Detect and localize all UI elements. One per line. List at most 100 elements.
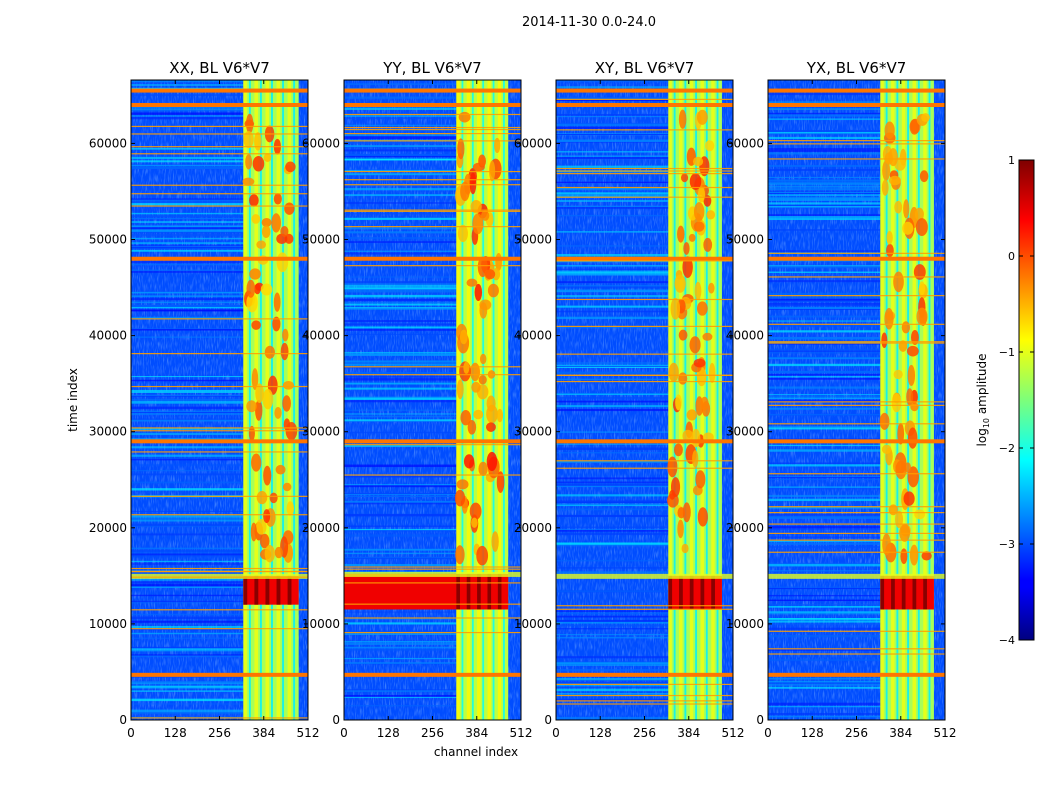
background-streak — [556, 228, 669, 230]
band-blob — [674, 274, 686, 293]
background-streak — [344, 154, 457, 156]
background-streak — [556, 192, 669, 195]
flagged-thin-row — [556, 196, 733, 198]
background-streak — [768, 188, 881, 191]
background-streak — [344, 557, 457, 559]
background-streak — [768, 214, 881, 216]
band-blob — [673, 443, 683, 457]
background-streak — [556, 688, 669, 692]
background-streak — [556, 316, 669, 320]
background-streak — [768, 395, 881, 397]
band-blob — [693, 221, 705, 232]
background-streak — [344, 145, 457, 148]
background-streak — [131, 515, 244, 518]
flagged-thin-row — [131, 353, 308, 355]
x-tick-label: 256 — [633, 726, 656, 740]
background-streak — [556, 200, 669, 202]
background-streak — [768, 464, 881, 467]
band-blob — [456, 379, 464, 400]
band-blob — [477, 256, 488, 278]
background-streak — [556, 245, 669, 247]
background-streak — [344, 376, 457, 378]
background-streak — [131, 432, 244, 436]
colorbar-label: log10 amplitude — [975, 354, 991, 447]
band-blob — [255, 400, 263, 421]
background-streak — [344, 618, 457, 620]
background-streak — [344, 287, 457, 291]
background-streak — [344, 640, 457, 643]
band-blob — [703, 195, 712, 207]
background-streak — [131, 269, 244, 272]
band-blob — [901, 321, 911, 334]
flagged-thin-row — [344, 617, 521, 619]
rfi-event-core — [679, 575, 683, 610]
background-streak — [768, 506, 881, 509]
band-blob — [262, 389, 274, 410]
background-streak — [556, 681, 669, 684]
band-blob — [907, 427, 918, 449]
flagged-thin-row — [556, 298, 733, 301]
background-streak — [768, 349, 881, 351]
flagged-thin-row — [131, 125, 308, 128]
background-streak — [768, 363, 881, 367]
background-streak — [768, 198, 881, 201]
background-streak — [131, 549, 244, 552]
band-blob — [677, 225, 685, 243]
background-streak — [131, 233, 244, 237]
panel-yx: YX, BL V6*V7 0 128 256 384 512 0 10000 20000 3000… — [726, 59, 957, 740]
band-blob — [249, 194, 259, 207]
y-tick-label: 50000 — [514, 233, 552, 247]
flagged-thin-row — [768, 158, 945, 160]
band-blob — [888, 175, 901, 186]
x-tick-label: 512 — [297, 726, 320, 740]
band-blob — [916, 307, 928, 326]
band-blob — [689, 173, 702, 190]
background-streak — [344, 83, 457, 85]
y-tick-label: 50000 — [726, 233, 764, 247]
background-streak — [131, 395, 244, 397]
background-streak — [344, 648, 457, 651]
flagged-thin-row — [131, 567, 308, 570]
band-blob — [271, 213, 282, 233]
flagged-row — [556, 102, 733, 107]
y-tick-label: 50000 — [89, 233, 127, 247]
colorbar-tick-label: 1 — [1008, 154, 1015, 167]
background-streak — [131, 212, 244, 215]
flagged-row — [344, 102, 521, 107]
panel-yy: YY, BL V6*V7 0 128 256 384 512 0 10000 20000 3000… — [302, 59, 533, 740]
background-streak — [768, 118, 881, 121]
background-streak — [131, 626, 244, 628]
background-streak — [131, 563, 244, 565]
background-streak — [131, 602, 244, 604]
flagged-row — [556, 88, 733, 93]
band-substripe — [482, 80, 485, 720]
band-blob — [284, 202, 295, 215]
flagged-row — [131, 256, 308, 261]
background-streak — [344, 142, 457, 144]
band-blob — [907, 364, 916, 387]
panel-title: YY, BL V6*V7 — [382, 59, 481, 77]
band-blob — [264, 345, 275, 359]
band-blob — [246, 293, 258, 313]
band-blob — [481, 210, 490, 221]
background-streak — [768, 320, 881, 322]
band-blob — [682, 256, 693, 278]
flagged-thin-row — [344, 374, 521, 376]
band-blob — [693, 358, 706, 368]
y-tick-label: 10000 — [302, 617, 340, 631]
background-streak — [344, 476, 457, 478]
background-streak — [344, 548, 457, 551]
flagged-thin-row — [131, 146, 308, 148]
background-streak — [768, 444, 881, 447]
background-streak — [344, 227, 457, 230]
band-blob — [470, 362, 481, 382]
background-streak — [344, 464, 457, 468]
band-blob — [696, 109, 708, 125]
background-streak — [344, 696, 457, 698]
background-streak — [344, 690, 457, 692]
background-streak — [768, 179, 881, 182]
flagged-thin-row — [131, 495, 308, 497]
panel-xy: XY, BL V6*V7 0 128 256 384 512 0 10000 20000 3000… — [514, 59, 745, 740]
background-streak — [344, 328, 457, 331]
band-blob — [694, 281, 702, 301]
